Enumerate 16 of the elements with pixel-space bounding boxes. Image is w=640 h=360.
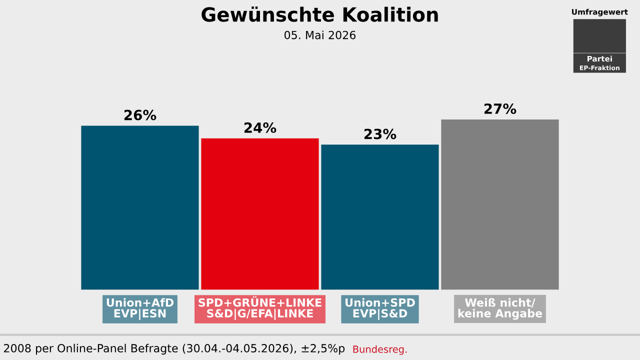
data-label: 24% [244, 122, 276, 133]
data-label: 26% [124, 110, 156, 120]
x-tick-label: SPD+GRÜNE+LINKE S&D|G/EFA|LINKE [198, 296, 322, 320]
bar [201, 138, 319, 290]
bar [441, 119, 559, 290]
chart-subtitle: 05. Mai 2026 [284, 30, 356, 40]
x-tick-label: Weiß nicht/ keine Angabe [458, 298, 542, 320]
data-label: 23% [364, 128, 396, 140]
bar [81, 126, 199, 290]
x-tick-label: Union+SPD EVP|S&D [346, 298, 415, 320]
bar [321, 144, 439, 290]
data-label: 27% [484, 103, 516, 114]
text: 2008 per Online-Panel Befragte (30.04.-04.05.2026), ±2,5%p [4, 344, 345, 355]
text: Bundesreg. [353, 345, 407, 355]
chart-title: Gewünschte Koalition [202, 6, 438, 22]
x-tick-label: Union+AfD EVP|ESN [106, 298, 174, 320]
